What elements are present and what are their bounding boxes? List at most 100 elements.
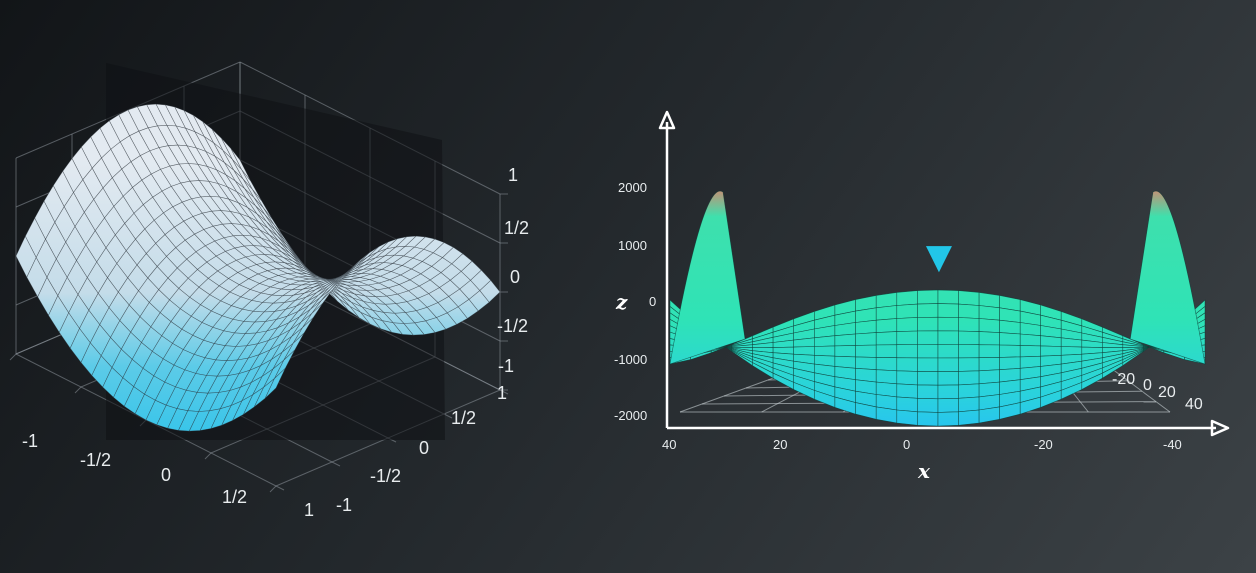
surface-mesh-cell xyxy=(896,317,918,332)
y-tick-label: 0 xyxy=(1143,377,1152,394)
y-tick-label: -20 xyxy=(1112,371,1135,388)
surface-mesh-cell xyxy=(937,384,959,400)
surface-mesh-cell xyxy=(917,303,939,318)
surface-mesh-cell xyxy=(937,411,959,427)
surface-mesh-cell xyxy=(978,318,1000,333)
x-tick-label: 20 xyxy=(773,437,787,452)
x-tick-label: 1 xyxy=(304,500,314,520)
surface-peak-cap xyxy=(1129,190,1206,365)
z-tick-label: -2000 xyxy=(614,408,647,423)
z-tick-label: 1/2 xyxy=(504,218,529,238)
surface-mesh-cell xyxy=(978,292,1000,309)
surface-mesh-cell xyxy=(813,335,836,347)
tick-mark xyxy=(499,389,509,395)
y-tick-label: -1/2 xyxy=(370,466,401,486)
tick-mark xyxy=(204,452,212,460)
surface-mesh-cell xyxy=(264,368,286,399)
y-tick-label: 40 xyxy=(1185,396,1203,413)
surface-mesh-cell xyxy=(875,318,898,333)
surface-mesh-cell xyxy=(978,357,1000,372)
z-tick-label: -1000 xyxy=(614,352,647,367)
surface-mesh-cell xyxy=(875,292,898,309)
left-chart: 1 1/2 0 -1/2 -1 -1 -1/2 0 1/2 1 -1 -1/2 … xyxy=(9,61,529,520)
surface-mesh-cell xyxy=(834,345,856,358)
x-tick-label: 0 xyxy=(903,437,910,452)
right-chart: 2000 1000 0 -1000 -2000 40 20 0 -20 -40 … xyxy=(614,110,1230,483)
surface-mesh-cell xyxy=(896,330,918,346)
x-tick-label: 0 xyxy=(161,465,171,485)
surface-mesh-cell xyxy=(937,330,959,345)
z-tick-label: -1/2 xyxy=(497,316,528,336)
surface-mesh-cell xyxy=(958,396,980,413)
surface-mesh-cell xyxy=(917,330,939,345)
surface-mesh-cell xyxy=(875,357,898,372)
tick-mark xyxy=(269,485,277,493)
x-tick-label: 1/2 xyxy=(222,487,247,507)
surface-mesh-cell xyxy=(917,397,939,413)
x-axis-label: x xyxy=(917,459,931,483)
surface-mesh-cell xyxy=(834,333,856,347)
x-tick-label: -1 xyxy=(22,431,38,451)
surface-mesh-cell xyxy=(896,290,918,306)
surface-mesh-cell xyxy=(875,344,898,359)
surface-mesh-cell xyxy=(917,344,939,359)
surface-mesh-cell xyxy=(958,370,980,386)
surface-mesh-cell xyxy=(999,356,1021,371)
y-tick-label: 0 xyxy=(419,438,429,458)
surface-mesh-cell xyxy=(978,369,1000,385)
surface-mesh-cell xyxy=(917,371,939,386)
saddle-surface xyxy=(15,103,501,432)
surface-mesh-cell xyxy=(937,303,959,318)
surface-mesh-cell xyxy=(855,356,877,371)
x-axis-arrowhead xyxy=(1210,419,1230,437)
y-tick-label: 20 xyxy=(1158,384,1176,401)
z-axis-arrowhead xyxy=(658,110,676,130)
surface-mesh-cell xyxy=(958,303,980,319)
tick-mark xyxy=(331,461,341,467)
y-tick-label: 1 xyxy=(497,383,507,403)
surface-mesh-cell xyxy=(917,411,939,427)
x-tick-label: -40 xyxy=(1163,437,1182,452)
surface-mesh-cell xyxy=(793,346,815,356)
surface-mesh-cell xyxy=(875,406,898,424)
surface-mesh-cell xyxy=(1040,335,1062,347)
position-marker-icon: ▼ xyxy=(926,237,953,277)
surface-mesh-cell xyxy=(937,344,959,359)
surface-mesh-cell xyxy=(896,396,918,413)
surface-mesh-cell xyxy=(855,319,877,335)
z-tick-label: 1000 xyxy=(618,238,647,253)
surface-mesh-cell xyxy=(896,409,918,426)
surface-mesh-cell xyxy=(896,357,918,372)
surface-mesh-cell xyxy=(999,344,1021,358)
surface-mesh-cell xyxy=(1019,333,1041,347)
tick-mark xyxy=(443,413,453,419)
surface-mesh-cell xyxy=(999,332,1021,346)
z-axis-label: z xyxy=(615,290,628,314)
surface-mesh-cell xyxy=(896,383,918,399)
surface-mesh-cell xyxy=(999,319,1021,335)
y-tick-label: -1 xyxy=(336,495,352,515)
surface-mesh-cell xyxy=(896,303,918,319)
tick-mark xyxy=(275,485,285,491)
surface-mesh-cell xyxy=(958,383,980,399)
surface-mesh-cell xyxy=(958,330,980,346)
surface-mesh-cell xyxy=(978,331,1000,346)
surface-mesh-cell xyxy=(958,409,980,426)
z-tick-label: -1 xyxy=(498,356,514,376)
surface-mesh-cell xyxy=(917,316,939,332)
surface-mesh-cell xyxy=(917,357,939,372)
surface-mesh-cell xyxy=(978,305,1000,321)
surface-mesh-cell xyxy=(1060,346,1083,356)
surface-mesh-cell xyxy=(917,384,939,400)
surface-mesh-cell xyxy=(1019,345,1041,358)
surface-mesh-cell xyxy=(917,289,939,305)
surface-mesh-cell xyxy=(937,357,959,372)
surface-mesh-cell xyxy=(958,344,980,359)
surface-mesh-cell xyxy=(855,332,877,346)
surface-mesh-cell xyxy=(978,406,1000,424)
tick-mark xyxy=(74,386,82,394)
floor-gridline xyxy=(679,371,791,413)
surface-mesh-cell xyxy=(937,289,959,305)
surface-mesh-cell xyxy=(937,316,959,332)
